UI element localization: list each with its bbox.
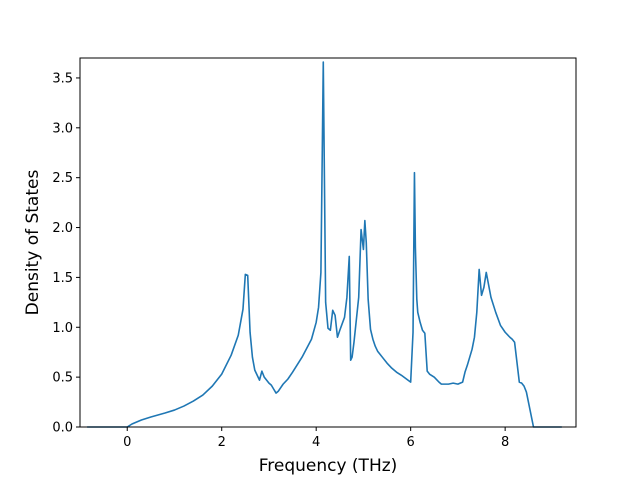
y-tick-label: 0.5	[52, 371, 73, 386]
x-axis-ticks: 0 2 4 6 8	[123, 427, 509, 450]
dos-line-series-0	[87, 61, 562, 428]
y-tick-label: 1.0	[52, 321, 73, 336]
x-tick-label: 6	[407, 435, 415, 450]
plot-area	[87, 61, 562, 428]
y-axis-label: Density of States	[23, 170, 43, 316]
x-tick-label: 2	[218, 435, 226, 450]
y-axis-ticks: 0.0 0.5 1.0 1.5 2.0 2.5 3.0 3.5	[52, 71, 80, 436]
y-tick-label: 0.0	[52, 421, 73, 436]
axes-frame	[79, 57, 577, 428]
x-tick-label: 0	[123, 435, 131, 450]
y-tick-label: 2.5	[52, 171, 73, 186]
y-tick-label: 2.0	[52, 221, 73, 236]
x-axis-label: Frequency (THz)	[259, 456, 398, 476]
x-tick-label: 4	[312, 435, 320, 450]
y-tick-label: 1.5	[52, 271, 73, 286]
x-tick-label: 8	[501, 435, 509, 450]
y-tick-label: 3.0	[52, 121, 73, 136]
y-tick-label: 3.5	[52, 71, 73, 86]
